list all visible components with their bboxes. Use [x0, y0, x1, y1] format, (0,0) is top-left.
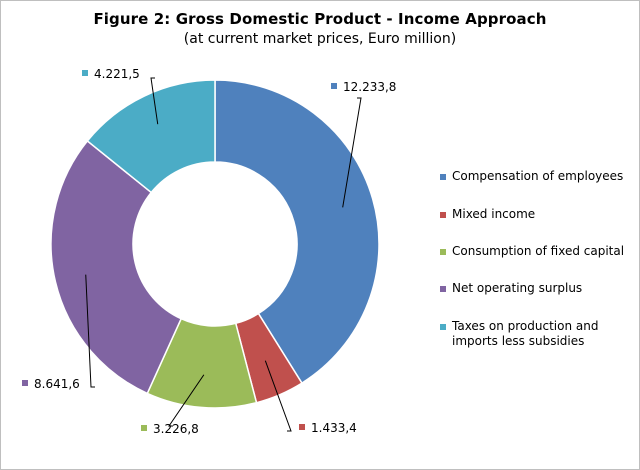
data-label-consumption-of-fixed-capital: 3.226,8 — [153, 422, 199, 436]
data-label-marker-taxes-on-production-and-imports-less-subsidies — [82, 70, 88, 76]
legend-label-net-operating-surplus: Net operating surplus — [452, 281, 583, 295]
legend-item-taxes-on-production: Taxes on production and imports less sub… — [440, 319, 635, 349]
leader-line-consumption-of-fixed-capital — [168, 374, 205, 427]
data-label-taxes-on-production-and-imports-less-subsidies: 4.221,5 — [94, 67, 140, 81]
data-label-mixed-income: 1.433,4 — [311, 421, 357, 435]
leader-line-taxes-on-production-and-imports-less-subsidies — [150, 77, 159, 125]
legend-label-consumption-of-fixed-capital: Consumption of fixed capital — [452, 244, 625, 258]
legend-item-consumption-of-fixed-capital: Consumption of fixed capital — [440, 244, 635, 259]
legend-item-net-operating-surplus: Net operating surplus — [440, 281, 635, 296]
slice-compensation-of-employees — [214, 79, 380, 385]
data-label-marker-net-operating-surplus — [22, 380, 28, 386]
chart-subtitle: (at current market prices, Euro million) — [183, 31, 457, 47]
chart-title: Figure 2: Gross Domestic Product - Incom… — [93, 10, 547, 28]
legend-label-compensation-of-employees: Compensation of employees — [452, 169, 624, 183]
slice-net-operating-surplus — [50, 139, 183, 395]
legend-label-mixed-income: Mixed income — [452, 207, 536, 221]
legend-swatch-consumption-of-fixed-capital — [440, 249, 446, 255]
legend-swatch-compensation-of-employees — [440, 174, 446, 180]
slice-taxes-on-production-and-imports-less-subsidies — [86, 79, 216, 194]
legend-item-mixed-income: Mixed income — [440, 207, 635, 222]
leader-line-mixed-income — [264, 360, 292, 432]
legend-swatch-mixed-income — [440, 212, 446, 218]
data-label-compensation-of-employees: 12.233,8 — [343, 80, 396, 94]
data-label-marker-compensation-of-employees — [331, 83, 337, 89]
data-label-net-operating-surplus: 8.641,6 — [34, 377, 80, 391]
data-label-marker-consumption-of-fixed-capital — [141, 425, 147, 431]
legend-swatch-net-operating-surplus — [440, 286, 446, 292]
legend-item-compensation-of-employees: Compensation of employees — [440, 169, 635, 184]
data-label-marker-mixed-income — [299, 424, 305, 430]
leader-line-net-operating-surplus — [85, 274, 95, 388]
legend-label-taxes-on-production: Taxes on production and imports less sub… — [452, 319, 599, 348]
leader-line-compensation-of-employees — [342, 97, 362, 208]
legend-swatch-taxes-on-production — [440, 324, 446, 330]
